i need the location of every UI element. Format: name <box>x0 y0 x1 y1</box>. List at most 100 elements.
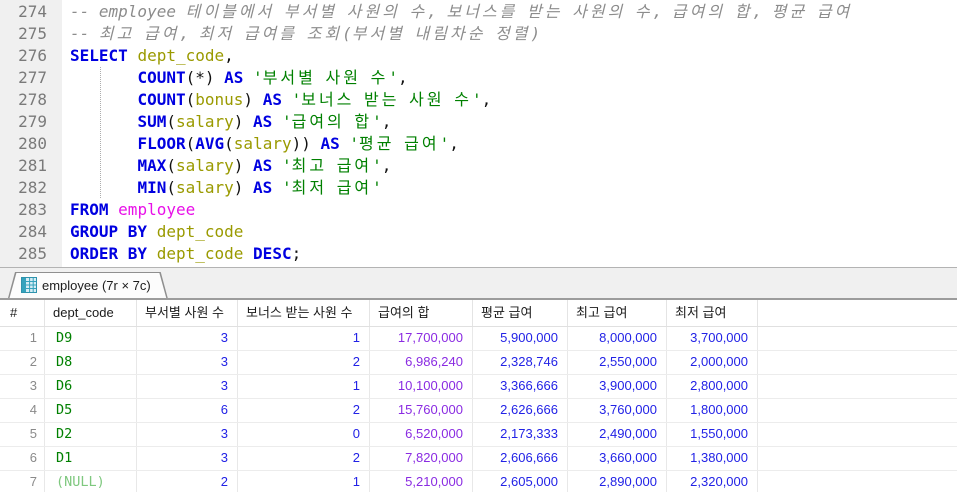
line-number: 279 <box>0 111 62 133</box>
column-header-bonus_count[interactable]: 보너스 받는 사원 수 <box>238 300 370 326</box>
code-line[interactable]: 279 SUM(salary) AS '급여의 합', <box>0 111 957 133</box>
grid-header-row: # dept_code 부서별 사원 수 보너스 받는 사원 수 급여의 합 평균 급여 최… <box>0 300 957 327</box>
grid-cell[interactable]: 1 <box>238 327 370 350</box>
results-tab-employee[interactable]: employee (7r × 7c) <box>8 272 168 298</box>
column-header-salary_avg[interactable]: 평균 급여 <box>473 300 568 326</box>
grid-cell[interactable]: 2 <box>238 447 370 470</box>
column-header-dept_code[interactable]: dept_code <box>45 300 137 326</box>
grid-cell[interactable]: 3,366,666 <box>473 375 568 398</box>
grid-cell[interactable]: 2,320,000 <box>667 471 758 492</box>
grid-cell[interactable]: 17,700,000 <box>370 327 473 350</box>
column-header-salary_max[interactable]: 최고 급여 <box>568 300 667 326</box>
grid-cell[interactable]: 1,550,000 <box>667 423 758 446</box>
grid-cell[interactable]: D6 <box>45 375 137 398</box>
row-number[interactable]: 6 <box>0 447 45 470</box>
grid-cell[interactable]: 2,550,000 <box>568 351 667 374</box>
column-header-salary_min[interactable]: 최저 급여 <box>667 300 758 326</box>
table-row: 3 D6 3 1 10,100,000 3,366,666 3,900,000 2,800,0… <box>0 375 957 399</box>
row-number[interactable]: 3 <box>0 375 45 398</box>
line-number: 274 <box>0 1 62 23</box>
grid-cell[interactable]: (NULL) <box>45 471 137 492</box>
grid-cell[interactable]: D1 <box>45 447 137 470</box>
grid-cell[interactable]: 3 <box>137 423 238 446</box>
grid-cell[interactable]: 0 <box>238 423 370 446</box>
code-text: SELECT dept_code, <box>70 46 234 65</box>
grid-cell[interactable]: 2 <box>238 399 370 422</box>
column-header-emp_count[interactable]: 부서별 사원 수 <box>137 300 238 326</box>
line-number: 282 <box>0 177 62 199</box>
code-text: MIN(salary) AS '최저 급여' <box>137 178 382 197</box>
grid-cell[interactable]: 3,900,000 <box>568 375 667 398</box>
column-header-rownum[interactable]: # <box>0 300 45 326</box>
grid-cell[interactable]: 3,700,000 <box>667 327 758 350</box>
grid-cell[interactable]: 1,380,000 <box>667 447 758 470</box>
code-line[interactable]: 280 FLOOR(AVG(salary)) AS '평균 급여', <box>0 133 957 155</box>
code-line[interactable]: 285 ORDER BY dept_code DESC; <box>0 243 957 265</box>
column-header-salary_sum[interactable]: 급여의 합 <box>370 300 473 326</box>
row-number[interactable]: 1 <box>0 327 45 350</box>
code-line[interactable]: 283 FROM employee <box>0 199 957 221</box>
code-text: SUM(salary) AS '급여의 합', <box>137 112 392 131</box>
row-number[interactable]: 5 <box>0 423 45 446</box>
grid-cell[interactable]: 8,000,000 <box>568 327 667 350</box>
line-number: 278 <box>0 89 62 111</box>
table-row: 2 D8 3 2 6,986,240 2,328,746 2,550,000 2,000,00… <box>0 351 957 375</box>
grid-cell[interactable]: 6,520,000 <box>370 423 473 446</box>
grid-cell[interactable]: 3,660,000 <box>568 447 667 470</box>
line-number: 283 <box>0 199 62 221</box>
table-row: 4 D5 6 2 15,760,000 2,626,666 3,760,000 1,800,0… <box>0 399 957 423</box>
code-line[interactable]: 278 COUNT(bonus) AS '보너스 받는 사원 수', <box>0 89 957 111</box>
line-number: 281 <box>0 155 62 177</box>
grid-cell[interactable]: 2,000,000 <box>667 351 758 374</box>
code-line[interactable]: 275 -- 최고 급여, 최저 급여를 조회(부서별 내림차순 정렬) <box>0 23 957 45</box>
code-text: FROM employee <box>70 200 196 219</box>
grid-cell[interactable]: 2 <box>137 471 238 492</box>
grid-cell[interactable]: 1 <box>238 375 370 398</box>
grid-cell[interactable]: 7,820,000 <box>370 447 473 470</box>
grid-cell[interactable]: 1 <box>238 471 370 492</box>
grid-cell[interactable]: D5 <box>45 399 137 422</box>
grid-cell[interactable]: 3,760,000 <box>568 399 667 422</box>
grid-cell[interactable]: 2,626,666 <box>473 399 568 422</box>
grid-cell[interactable]: 2 <box>238 351 370 374</box>
grid-cell[interactable]: 3 <box>137 447 238 470</box>
grid-cell[interactable]: 10,100,000 <box>370 375 473 398</box>
grid-cell[interactable]: 2,606,666 <box>473 447 568 470</box>
code-line[interactable]: 276 SELECT dept_code, <box>0 45 957 67</box>
grid-cell[interactable]: 2,890,000 <box>568 471 667 492</box>
code-line[interactable]: 282 MIN(salary) AS '최저 급여' <box>0 177 957 199</box>
grid-cell[interactable]: 2,328,746 <box>473 351 568 374</box>
code-line[interactable]: 277 COUNT(*) AS '부서별 사원 수', <box>0 67 957 89</box>
code-line[interactable]: 274 -- employee 테이블에서 부서별 사원의 수, 보너스를 받는 … <box>0 1 957 23</box>
sql-editor[interactable]: 274 -- employee 테이블에서 부서별 사원의 수, 보너스를 받는 … <box>0 0 957 267</box>
code-line[interactable]: 281 MAX(salary) AS '최고 급여', <box>0 155 957 177</box>
code-text: -- employee 테이블에서 부서별 사원의 수, 보너스를 받는 사원의… <box>70 2 853 21</box>
code-line[interactable]: 284 GROUP BY dept_code <box>0 221 957 243</box>
table-row: 6 D1 3 2 7,820,000 2,606,666 3,660,000 1,380,00… <box>0 447 957 471</box>
grid-cell[interactable]: 3 <box>137 351 238 374</box>
grid-cell[interactable]: 2,605,000 <box>473 471 568 492</box>
grid-cell[interactable]: 2,490,000 <box>568 423 667 446</box>
grid-cell[interactable]: 5,210,000 <box>370 471 473 492</box>
code-lines: 274 -- employee 테이블에서 부서별 사원의 수, 보너스를 받는 … <box>0 1 957 265</box>
line-number: 275 <box>0 23 62 45</box>
row-number[interactable]: 7 <box>0 471 45 492</box>
grid-cell[interactable]: 15,760,000 <box>370 399 473 422</box>
row-number[interactable]: 2 <box>0 351 45 374</box>
grid-cell[interactable]: D9 <box>45 327 137 350</box>
grid-cell[interactable]: 3 <box>137 327 238 350</box>
grid-cell[interactable]: 2,173,333 <box>473 423 568 446</box>
line-number: 280 <box>0 133 62 155</box>
row-number[interactable]: 4 <box>0 399 45 422</box>
results-tab-label: employee (7r × 7c) <box>42 277 151 293</box>
grid-cell[interactable]: 1,800,000 <box>667 399 758 422</box>
grid-cell[interactable]: 6 <box>137 399 238 422</box>
grid-cell[interactable]: 6,986,240 <box>370 351 473 374</box>
grid-cell[interactable]: 5,900,000 <box>473 327 568 350</box>
grid-cell[interactable]: D8 <box>45 351 137 374</box>
results-grid: # dept_code 부서별 사원 수 보너스 받는 사원 수 급여의 합 평균 급여 최… <box>0 300 957 492</box>
grid-cell[interactable]: D2 <box>45 423 137 446</box>
grid-cell[interactable]: 3 <box>137 375 238 398</box>
grid-cell[interactable]: 2,800,000 <box>667 375 758 398</box>
